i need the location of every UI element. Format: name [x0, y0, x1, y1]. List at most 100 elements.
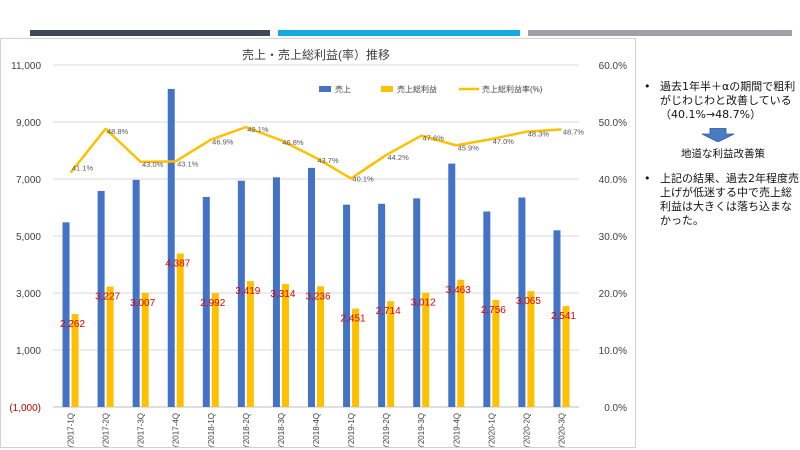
x-category-label: FY2019-2Q: [382, 413, 391, 447]
profit-data-label: 3,227: [95, 292, 120, 303]
bar-sales: [167, 88, 175, 407]
legend-label-sales: 売上: [335, 84, 351, 94]
bullet-dot: •: [644, 172, 651, 185]
y-tick-label: 11,000: [11, 61, 41, 72]
profit-data-label: 4,387: [165, 258, 190, 269]
y-tick-label: 1,000: [16, 346, 41, 357]
profit-data-label: 2,541: [551, 311, 576, 322]
rate-data-label: 47.0%: [493, 137, 515, 146]
bullet-dot: •: [644, 80, 651, 93]
bar-sales: [518, 197, 526, 407]
rate-data-label: 49.1%: [247, 125, 269, 134]
y2-tick-label: 40.0%: [599, 175, 627, 186]
chart-svg: 売上・売上総利益(率）推移 11,000 9,000 7,000 5,000 3,000 1…: [9, 47, 627, 447]
y-tick-label: 3,000: [16, 289, 41, 300]
x-category-label: FY2020-3Q: [557, 413, 566, 447]
bar-sales: [272, 177, 280, 407]
note-text-1: 過去1年半＋αの期間で粗利がじわじわと改善している（40.1%→48.7%）: [660, 80, 796, 121]
profit-data-label: 2,992: [200, 298, 225, 309]
legend-swatch-profit: [381, 86, 393, 92]
profit-data-label: 3,012: [411, 298, 436, 309]
x-category-label: FY2019-1Q: [347, 413, 356, 447]
bar-sales: [308, 167, 315, 407]
x-category-label: FY2018-3Q: [277, 413, 286, 447]
bar-sales: [343, 204, 351, 407]
bar-gross-profit: [246, 281, 254, 407]
bar-sales: [62, 222, 70, 407]
profit-data-label: 3,463: [446, 285, 471, 296]
bar-gross-profit: [71, 314, 79, 407]
bar-gross-profit: [422, 292, 430, 407]
bar-sales: [202, 196, 210, 407]
rate-data-label: 43.0%: [142, 160, 164, 169]
top-accent-bar-3: [528, 30, 792, 36]
profit-data-label: 3,236: [305, 291, 330, 302]
down-arrow-icon: [701, 128, 735, 142]
bar-sales: [132, 179, 140, 407]
x-category-label: FY2019-4Q: [452, 413, 461, 447]
bar-gross-profit: [141, 292, 149, 407]
profit-data-label: 3,419: [235, 286, 260, 297]
chart-title: 売上・売上総利益(率）推移: [242, 47, 390, 62]
bar-gross-profit: [211, 293, 219, 407]
bar-gross-profit: [176, 253, 184, 407]
bar-gross-profit: [457, 279, 465, 407]
x-category-label: FY2017-2Q: [102, 413, 111, 447]
rate-data-label: 47.6%: [423, 134, 445, 143]
bar-gross-profit: [317, 286, 324, 407]
y-tick-label: (1,000): [9, 403, 41, 414]
bar-sales: [413, 198, 421, 407]
x-category-label: FY2018-4Q: [312, 413, 321, 447]
legend-label-profit: 売上総利益: [397, 84, 437, 94]
rate-data-label: 41.1%: [72, 164, 94, 173]
rate-data-label: 46.8%: [282, 138, 304, 147]
rate-data-label: 44.2%: [387, 153, 409, 162]
rate-data-label: 43.1%: [177, 159, 199, 168]
y-tick-label: 7,000: [16, 175, 41, 186]
bar-sales: [237, 180, 245, 407]
rate-data-label: 46.9%: [212, 138, 234, 147]
chart-frame: 売上・売上総利益(率）推移 11,000 9,000 7,000 5,000 3,000 1…: [0, 38, 636, 448]
y2-tick-label: 50.0%: [599, 118, 627, 129]
bar-sales: [448, 163, 456, 407]
x-category-label: FY2019-3Q: [417, 413, 426, 447]
bar-gross-profit: [527, 291, 535, 407]
y-tick-label: 5,000: [16, 232, 41, 243]
top-accent-bar-2: [278, 30, 520, 36]
x-category-label: FY2018-2Q: [242, 413, 251, 447]
bar-gross-profit: [281, 284, 289, 407]
bar-sales: [483, 211, 491, 407]
bar-gross-profit: [352, 308, 360, 407]
bar-sales: [97, 190, 105, 407]
bar-gross-profit: [106, 286, 114, 407]
note-text-2: 上記の結果、過去2年程度売上げが低迷する中で売上総利益は大きくは落ち込まなかった…: [660, 172, 799, 227]
rate-data-label: 48.3%: [528, 130, 550, 139]
y-tick-label: 9,000: [16, 118, 41, 129]
x-category-label: FY2020-2Q: [522, 413, 531, 447]
rate-data-label: 40.1%: [352, 174, 374, 183]
y2-tick-label: 10.0%: [599, 346, 627, 357]
bar-sales: [553, 230, 561, 407]
top-accent-bar-1: [30, 30, 270, 36]
rate-data-label: 48.7%: [563, 127, 585, 136]
profit-data-label: 3,065: [516, 296, 541, 307]
rate-data-label: 45.9%: [458, 143, 480, 152]
line-gross-margin: [69, 125, 562, 180]
profit-data-label: 2,714: [376, 306, 401, 317]
x-category-label: FY2017-4Q: [172, 413, 181, 447]
x-category-label: FY2018-1Q: [207, 413, 216, 447]
x-category-label: FY2017-1Q: [67, 413, 76, 447]
y2-tick-label: 60.0%: [599, 61, 627, 72]
rate-data-label: 48.8%: [107, 127, 129, 136]
profit-data-label: 2,451: [341, 314, 366, 325]
y2-tick-label: 20.0%: [599, 289, 627, 300]
bar-gross-profit: [387, 301, 395, 407]
y2-tick-label: 0.0%: [604, 403, 627, 414]
legend-label-rate: 売上総利益率(%): [482, 84, 543, 94]
bar-sales: [378, 203, 386, 407]
bar-gross-profit: [562, 306, 570, 407]
arrow-note: 地道な利益改善策: [681, 148, 765, 160]
x-category-label: FY2020-1Q: [487, 413, 496, 447]
profit-data-label: 3,314: [270, 289, 295, 300]
rate-data-label: 43.7%: [317, 156, 339, 165]
